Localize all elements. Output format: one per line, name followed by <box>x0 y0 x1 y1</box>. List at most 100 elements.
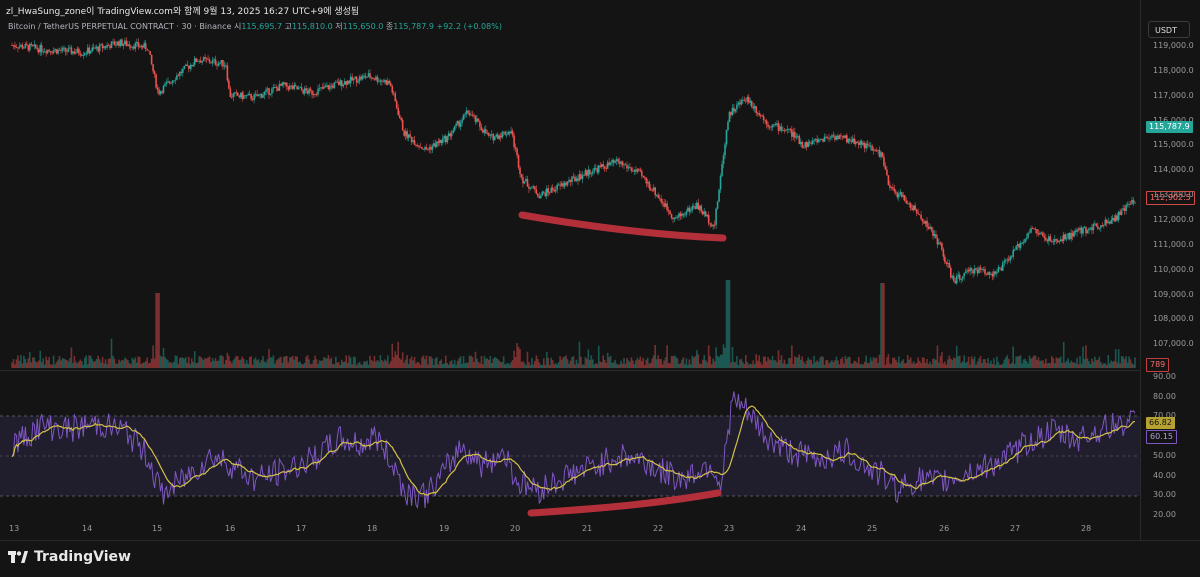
volume-bar <box>12 359 15 368</box>
volume-bar <box>859 364 861 368</box>
candle-body <box>141 45 144 48</box>
volume-bar <box>862 364 864 368</box>
candle-body <box>182 68 184 73</box>
volume-bar <box>1116 362 1118 368</box>
candle-body <box>670 214 673 218</box>
candle-body <box>795 136 798 138</box>
volume-bar <box>1045 358 1047 368</box>
volume-bar <box>569 360 572 368</box>
volume-bar <box>724 347 726 368</box>
candle-body <box>95 46 98 49</box>
volume-bar <box>712 358 714 368</box>
currency-button[interactable]: USDT <box>1148 21 1190 38</box>
volume-bar <box>667 363 670 368</box>
tradingview-logo[interactable]: TradingView <box>8 549 131 565</box>
candle-body <box>572 176 575 178</box>
candle-body <box>912 205 915 211</box>
volume-bar <box>1039 360 1041 368</box>
volume-bar <box>887 353 890 368</box>
candle-body <box>768 126 771 128</box>
rsi-tick: 40.00 <box>1153 471 1176 480</box>
candle-body <box>709 223 711 225</box>
candle-body <box>18 46 21 49</box>
candle-body <box>580 174 582 180</box>
volume-bar <box>354 357 356 368</box>
volume-bar <box>485 358 487 368</box>
candle-body <box>602 164 605 167</box>
volume-bar <box>419 364 422 368</box>
candle-body <box>167 81 169 83</box>
candle-body <box>529 187 532 189</box>
volume-bar <box>363 361 365 368</box>
volume-bar <box>638 359 640 368</box>
volume-bar <box>470 355 472 368</box>
volume-bar <box>854 361 857 368</box>
candle-body <box>245 95 248 97</box>
candle-body <box>712 224 714 227</box>
candle-body <box>540 195 542 199</box>
candle-body <box>268 88 270 95</box>
volume-bar <box>373 355 376 368</box>
candle-body <box>691 206 694 210</box>
candle-body <box>76 48 79 53</box>
candle-body <box>231 97 233 98</box>
volume-bar <box>695 350 698 368</box>
volume-bar <box>700 364 703 368</box>
candle-body <box>915 209 918 213</box>
volume-bar <box>461 363 463 368</box>
volume-bar <box>846 358 848 368</box>
candle-body <box>192 64 195 67</box>
volume-bar <box>226 352 229 368</box>
candle-body <box>288 85 291 90</box>
candle-body <box>770 126 772 128</box>
volume-bar <box>739 359 741 368</box>
candle-body <box>314 94 316 96</box>
candle-body <box>293 85 296 89</box>
volume-bar <box>914 363 916 368</box>
volume-bar <box>333 364 336 368</box>
volume-bar <box>764 356 766 368</box>
volume-bar <box>660 359 662 368</box>
volume-bar <box>924 362 927 368</box>
volume-bar <box>86 364 89 368</box>
volume-bar <box>967 356 970 368</box>
candle-body <box>1037 233 1040 235</box>
candle-body <box>841 135 844 137</box>
volume-bar <box>903 363 906 368</box>
low-value: 115,650.0 <box>342 22 384 31</box>
candle-body <box>235 92 238 94</box>
volume-bar <box>207 357 209 368</box>
candle-body <box>107 45 110 46</box>
volume-bar <box>550 357 553 368</box>
candle-body <box>1000 268 1003 271</box>
volume-bar <box>1024 358 1026 368</box>
volume-bar <box>750 364 753 368</box>
candle-body <box>287 86 290 90</box>
volume-bar <box>745 355 747 368</box>
volume-bar <box>722 344 725 368</box>
volume-bar <box>452 364 454 368</box>
volume-bar <box>278 357 281 368</box>
price-axis[interactable]: 119,000.0 118,000.0 117,000.0 116,000.0 … <box>1140 0 1200 577</box>
candle-body <box>1010 256 1013 258</box>
candle-body <box>993 271 995 277</box>
candle-body <box>641 171 643 176</box>
volume-bar <box>1016 356 1019 368</box>
candle-body <box>340 80 343 87</box>
symbol-name[interactable]: Bitcoin / TetherUS PERPETUAL CONTRACT · … <box>8 22 232 31</box>
volume-bar <box>78 361 80 368</box>
candle-body <box>425 147 428 150</box>
volume-bar <box>284 356 287 368</box>
candle-body <box>226 65 229 81</box>
candle-body <box>1082 227 1084 234</box>
candle-body <box>868 145 870 147</box>
volume-bar <box>1108 363 1111 368</box>
volume-bar <box>1062 341 1065 368</box>
volume-bar <box>1128 356 1130 368</box>
candle-body <box>823 136 826 142</box>
volume-bar <box>1134 357 1136 368</box>
candle-body <box>441 138 444 144</box>
volume-bar <box>364 361 367 368</box>
volume-bar <box>701 359 704 368</box>
